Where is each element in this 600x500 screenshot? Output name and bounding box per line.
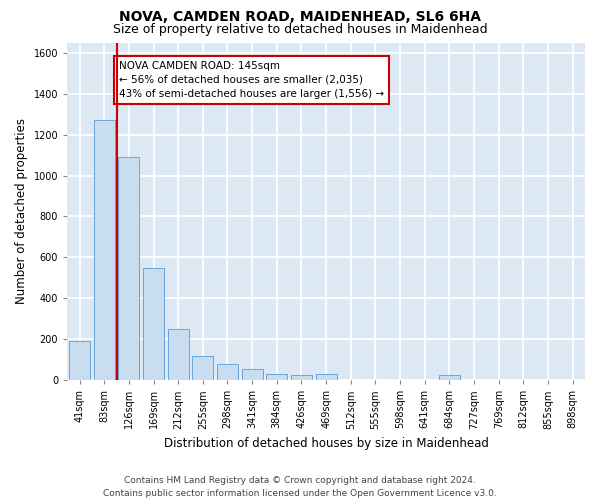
Bar: [242, 369, 263, 380]
Bar: [167, 329, 188, 380]
Text: Contains HM Land Registry data © Crown copyright and database right 2024.
Contai: Contains HM Land Registry data © Crown c…: [103, 476, 497, 498]
Bar: [143, 268, 164, 380]
Bar: [217, 364, 238, 380]
Text: NOVA CAMDEN ROAD: 145sqm
← 56% of detached houses are smaller (2,035)
43% of sem: NOVA CAMDEN ROAD: 145sqm ← 56% of detach…: [119, 61, 384, 99]
Bar: [94, 120, 115, 380]
Bar: [291, 375, 312, 380]
Bar: [69, 342, 90, 380]
Y-axis label: Number of detached properties: Number of detached properties: [15, 118, 28, 304]
X-axis label: Distribution of detached houses by size in Maidenhead: Distribution of detached houses by size …: [164, 437, 488, 450]
Bar: [266, 374, 287, 380]
Text: NOVA, CAMDEN ROAD, MAIDENHEAD, SL6 6HA: NOVA, CAMDEN ROAD, MAIDENHEAD, SL6 6HA: [119, 10, 481, 24]
Bar: [316, 374, 337, 380]
Bar: [193, 356, 213, 380]
Bar: [118, 157, 139, 380]
Text: Size of property relative to detached houses in Maidenhead: Size of property relative to detached ho…: [113, 22, 487, 36]
Bar: [439, 375, 460, 380]
